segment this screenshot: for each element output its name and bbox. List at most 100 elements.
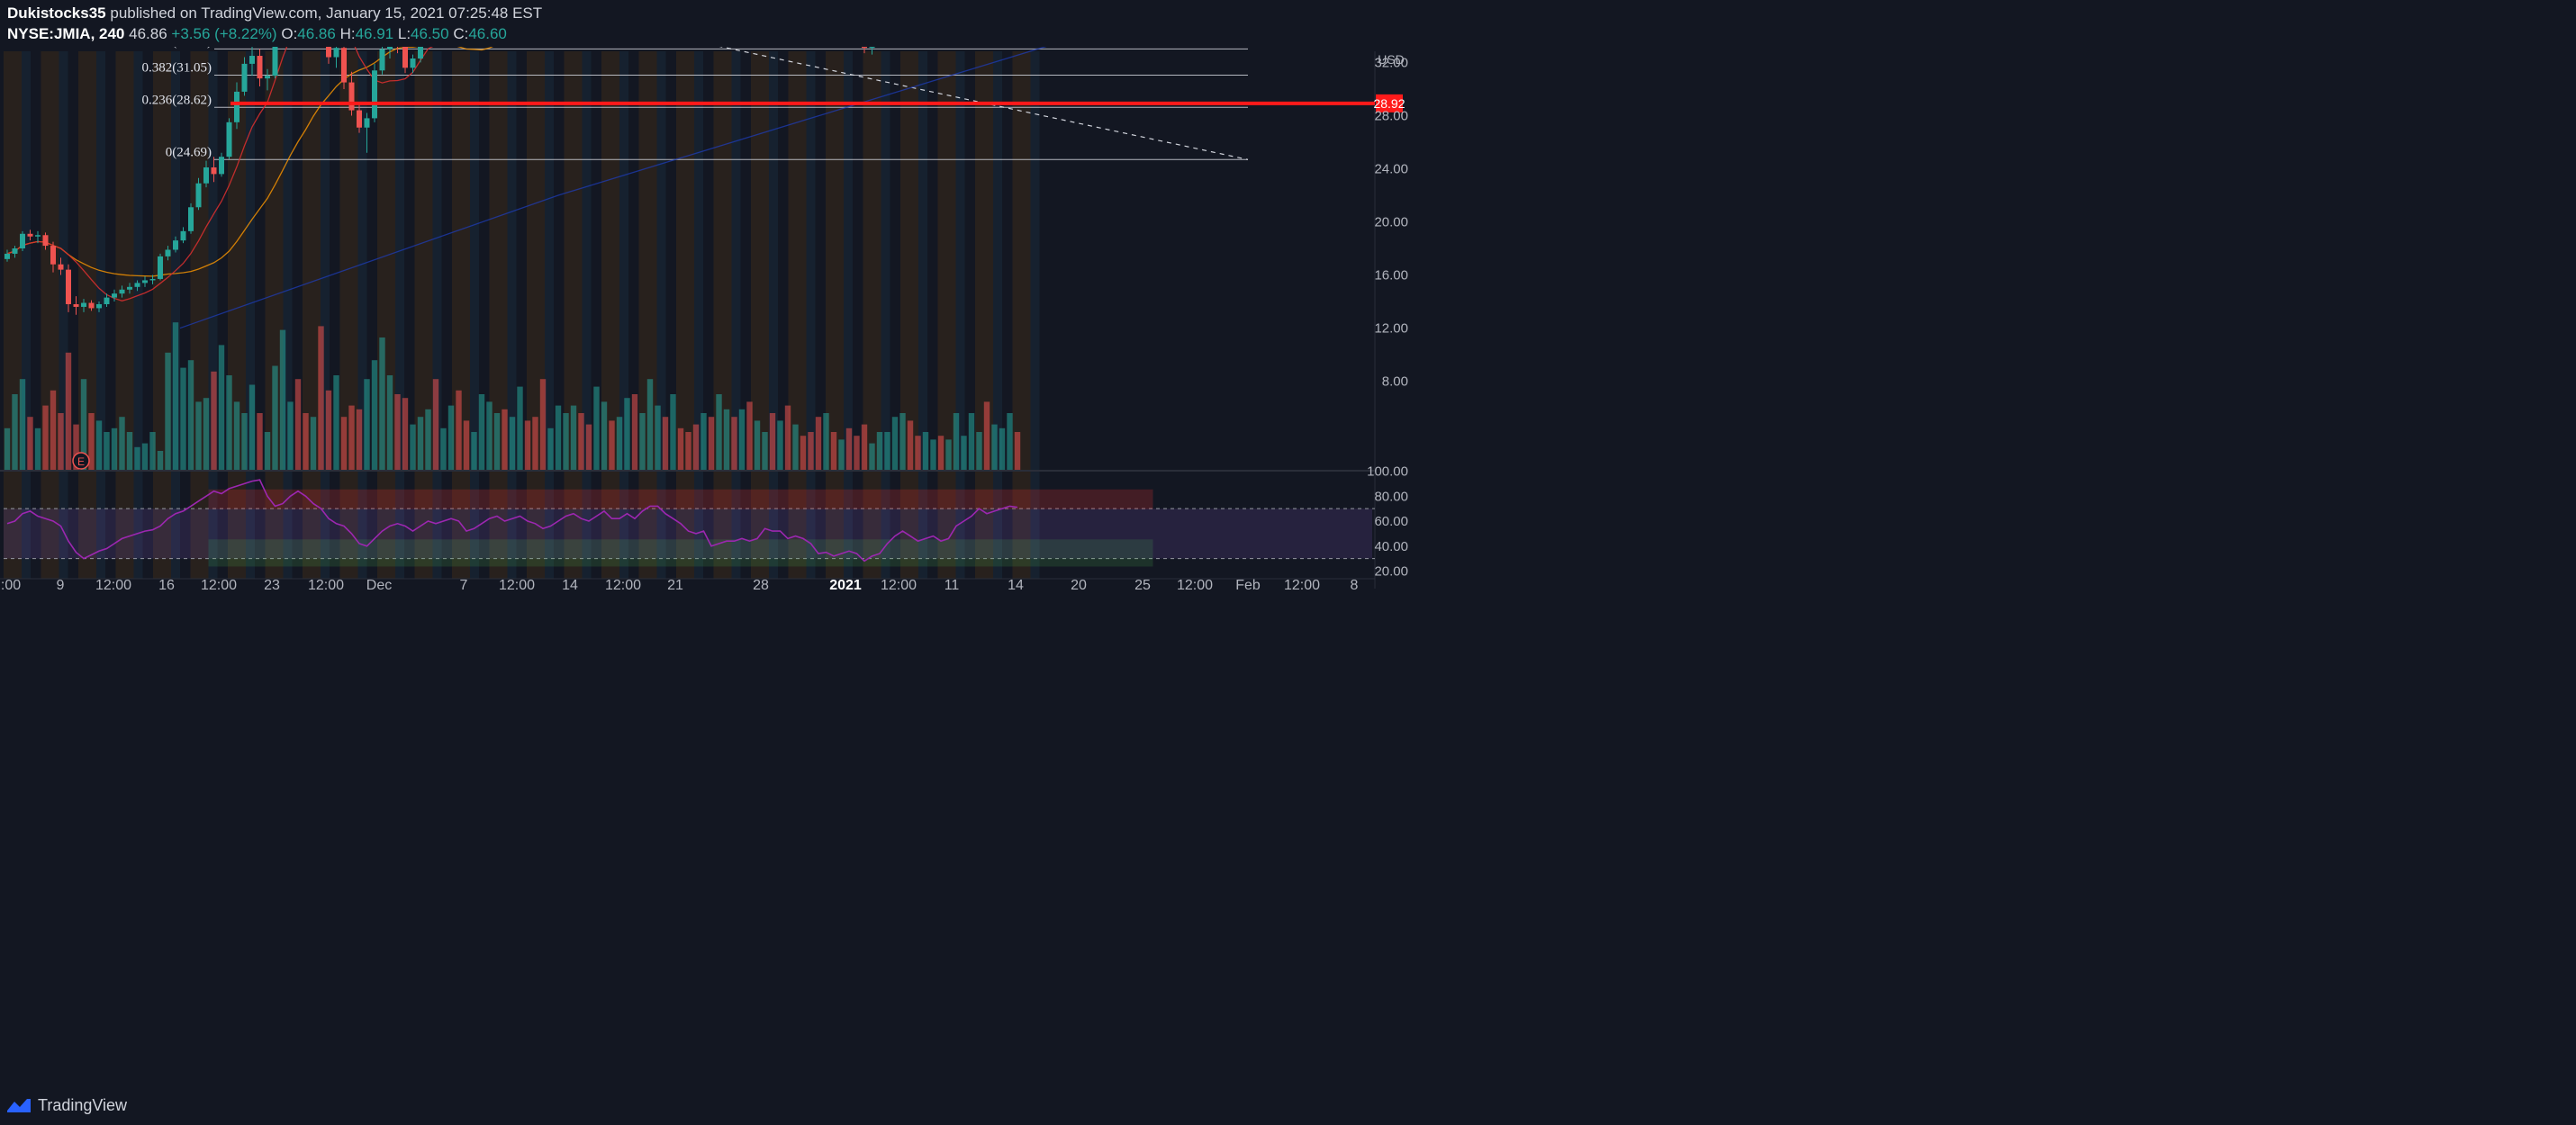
session-shade [59,51,68,579]
volume-bar [563,413,569,470]
volume-bar [769,413,776,470]
volume-bar [4,428,11,470]
volume-bar [792,424,799,470]
volume-bar [104,432,110,470]
candle-body [35,235,41,237]
chart-header: Dukistocks35 published on TradingView.co… [0,0,2576,47]
session-shade [4,51,22,579]
volume-bar [58,413,64,470]
session-shade [470,51,479,579]
time-tick-label: 12:00 [1284,578,1320,593]
session-shade [545,51,554,579]
rsi-axis: 100.00 80.00 60.00 40.00 20.00 [1367,464,1408,580]
volume-bar [991,424,998,470]
candle-body [127,286,132,290]
candle-body [387,47,393,50]
volume-bar [211,371,217,470]
volume-bar [249,384,256,470]
volume-bar [884,432,890,470]
volume-bar [754,420,761,470]
session-shade [769,51,778,579]
time-tick-label: 9 [57,578,65,593]
tradingview-logo-icon[interactable] [5,1096,32,1114]
volume-bar [272,365,278,470]
price-chart[interactable]: 2.618(68.28)1.618(51.63)1(41.34)0.786(37… [0,47,2576,1091]
published-text: published on TradingView.com, January 15… [110,4,543,22]
time-tick-label: 8 [1351,578,1359,593]
fibonacci-levels: 2.618(68.28)1.618(51.63)1(41.34)0.786(37… [142,47,1248,160]
volume-bar [639,413,646,470]
slow-moving-average [6,47,493,277]
volume-bar [808,432,814,470]
volume-bar [1014,432,1021,470]
candle-body [326,47,331,58]
candle-body [134,283,140,287]
price-tick-label: 8.00 [1382,374,1408,390]
volume-bar [555,405,562,470]
volume-bar [762,432,768,470]
earnings-marker-icon [72,452,90,470]
time-tick-label: 11 [945,578,960,593]
volume-bar [27,417,33,470]
time-tick-label: 23 [264,578,280,593]
candle-body [50,246,56,265]
candle-body [5,253,10,259]
volume-bar [708,417,715,470]
candle-body [27,233,33,237]
session-shade [694,51,703,579]
candle-body [96,304,102,309]
candle-body [249,56,255,64]
symbol-label[interactable]: NYSE:JMIA, 240 [7,25,125,42]
candle-body [149,278,156,281]
candle-body [226,122,232,158]
candle-body [410,58,416,68]
volume-bar [570,405,577,470]
volume-bar [746,401,753,470]
session-shade [806,51,816,579]
low-label: L: [397,25,411,42]
time-tick-label: 14 [562,578,578,593]
volume-bar [310,417,317,470]
session-shade [41,51,59,579]
volume-bar [899,413,906,470]
volume-bar [12,394,18,470]
volume-bar [180,367,186,470]
time-tick-label: 7 [460,578,468,593]
volume-bar [34,428,41,470]
volume-bar [65,352,72,470]
candle-body [418,47,423,58]
time-tick-label: 12:00 [95,578,131,593]
volume-bar [402,398,409,470]
level-price-tag [1376,94,1403,112]
volume-bar [930,439,936,470]
volume-bar [662,417,669,470]
fib-level-label: 0(24.69) [166,145,212,159]
candle-body [165,249,171,256]
tradingview-brand[interactable]: TradingView [38,1095,128,1114]
publisher-name[interactable]: Dukistocks35 [7,4,106,22]
volume-bar [432,379,439,470]
volume-bars [4,322,1021,470]
candle-body [219,157,224,175]
volume-bar [524,420,531,470]
time-tick-label: :00 [1,578,21,593]
volume-bar [738,409,746,470]
candle-body [88,302,95,309]
session-shade [731,51,741,579]
volume-bar [685,432,691,470]
session-shade [208,51,218,579]
time-tick-label: 12:00 [1177,578,1213,593]
price-tick-label: 28.00 [1374,108,1408,123]
time-axis: :00 9 12:00 16 12:00 23 12:00 Dec 7 12:00 14 12:00 2… [1,578,1359,593]
volume-bar [953,413,960,470]
fast-moving-average [6,47,434,302]
volume-bar [318,326,324,470]
volume-bar [976,432,982,470]
volume-bar [784,405,791,470]
volume-bar [601,401,608,470]
session-shade [656,51,666,579]
candle-body [265,76,270,79]
session-shade [133,51,143,579]
volume-bar [172,322,179,470]
volume-bar [226,375,232,470]
